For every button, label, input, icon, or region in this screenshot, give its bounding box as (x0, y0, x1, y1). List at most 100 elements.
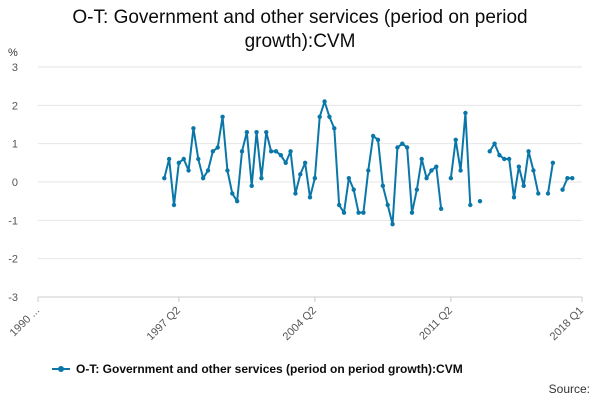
data-point[interactable] (511, 195, 517, 200)
data-point[interactable] (487, 149, 492, 154)
data-point[interactable] (176, 160, 182, 166)
data-point[interactable] (414, 187, 420, 192)
series-line (547, 162, 554, 194)
data-point[interactable] (196, 156, 201, 162)
data-point[interactable] (327, 114, 332, 120)
x-tick-label: 2018 Q1 (548, 305, 586, 343)
data-point[interactable] (570, 175, 575, 181)
data-point[interactable] (356, 210, 361, 215)
data-point[interactable] (375, 137, 381, 143)
data-point[interactable] (244, 129, 250, 135)
data-point[interactable] (463, 110, 468, 116)
data-point[interactable] (370, 133, 376, 139)
series-line (488, 142, 540, 199)
series-line (449, 112, 472, 206)
data-point[interactable] (278, 152, 284, 158)
data-point[interactable] (307, 195, 313, 200)
data-point[interactable] (550, 160, 556, 166)
data-point[interactable] (419, 156, 424, 162)
data-point[interactable] (380, 183, 386, 189)
data-point[interactable] (288, 149, 293, 154)
data-point[interactable] (171, 202, 177, 208)
data-point[interactable] (492, 141, 497, 146)
gridlines (38, 66, 582, 298)
data-point[interactable] (497, 152, 502, 158)
x-tick-label: 2004 Q2 (281, 305, 319, 343)
data-point[interactable] (249, 183, 254, 189)
data-point[interactable] (264, 129, 269, 135)
data-point[interactable] (273, 149, 279, 154)
data-point[interactable] (458, 168, 463, 173)
data-point[interactable] (239, 149, 245, 154)
data-point[interactable] (429, 168, 434, 173)
x-tick-label: 1990 ... (8, 305, 42, 339)
y-tick-label: -1 (8, 215, 18, 227)
data-point[interactable] (181, 156, 186, 162)
data-point[interactable] (322, 99, 327, 104)
data-point[interactable] (298, 172, 303, 177)
data-point[interactable] (200, 175, 206, 181)
data-point[interactable] (268, 149, 274, 154)
data-point[interactable] (332, 126, 337, 131)
y-axis: % -3 -2 -1 0 1 2 3 (8, 47, 18, 304)
series-plot (162, 99, 575, 227)
data-point[interactable] (526, 149, 531, 154)
data-point[interactable] (205, 168, 211, 173)
source-label: Source: (548, 382, 590, 396)
chart-title: O-T: Government and other services (peri… (0, 6, 600, 54)
data-point[interactable] (317, 114, 322, 120)
y-tick-label: 1 (12, 139, 18, 151)
data-point[interactable] (234, 198, 240, 204)
y-axis-unit-label: % (8, 47, 18, 59)
data-point[interactable] (346, 175, 352, 181)
data-point[interactable] (434, 164, 439, 169)
data-point[interactable] (361, 210, 366, 215)
data-point[interactable] (438, 206, 444, 212)
legend-line-marker-icon (52, 364, 70, 374)
data-point[interactable] (390, 221, 395, 227)
data-point[interactable] (302, 160, 308, 166)
data-point[interactable] (166, 156, 172, 162)
data-point[interactable] (400, 141, 405, 146)
y-tick-label: -3 (8, 292, 18, 304)
data-point[interactable] (366, 168, 371, 173)
data-point[interactable] (536, 191, 541, 196)
legend[interactable]: O-T: Government and other services (peri… (52, 362, 463, 376)
data-point[interactable] (506, 156, 512, 162)
data-point[interactable] (477, 198, 483, 204)
data-point[interactable] (254, 129, 259, 135)
chart-title-line-2: growth):CVM (244, 31, 356, 52)
data-point[interactable] (351, 187, 356, 192)
data-point[interactable] (521, 183, 526, 189)
data-point[interactable] (215, 145, 220, 150)
x-tick-label: 1997 Q2 (145, 305, 183, 343)
data-point[interactable] (545, 191, 551, 196)
data-point[interactable] (424, 175, 429, 181)
data-point[interactable] (385, 202, 390, 208)
data-point[interactable] (448, 175, 454, 181)
data-point[interactable] (453, 137, 458, 143)
data-point[interactable] (230, 191, 235, 196)
data-point[interactable] (395, 145, 400, 150)
data-point[interactable] (341, 210, 347, 215)
data-point[interactable] (312, 175, 318, 181)
data-point[interactable] (468, 202, 473, 208)
data-point[interactable] (502, 156, 507, 162)
data-point[interactable] (162, 175, 167, 181)
data-point[interactable] (210, 149, 216, 154)
data-point[interactable] (225, 168, 230, 173)
data-point[interactable] (560, 187, 565, 192)
data-point[interactable] (259, 175, 264, 181)
data-point[interactable] (565, 175, 570, 181)
data-point[interactable] (336, 202, 342, 208)
data-point[interactable] (283, 160, 288, 166)
data-point[interactable] (186, 168, 191, 173)
data-point[interactable] (220, 114, 225, 120)
data-point[interactable] (404, 145, 410, 150)
data-point[interactable] (531, 168, 536, 173)
data-point[interactable] (409, 210, 415, 215)
data-point[interactable] (516, 164, 522, 169)
data-point[interactable] (293, 191, 298, 196)
data-point[interactable] (191, 126, 196, 131)
